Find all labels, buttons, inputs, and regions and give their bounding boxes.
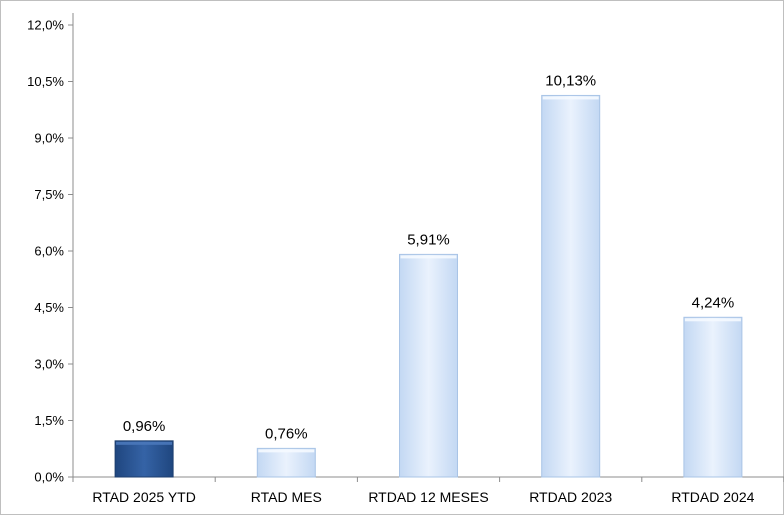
y-tick-label: 4,5% xyxy=(34,300,64,315)
bars xyxy=(114,94,743,478)
x-tick-label: RTDAD 2024 xyxy=(671,489,754,505)
bar-highlight-edge xyxy=(542,96,599,100)
y-tick-label: 7,5% xyxy=(34,187,64,202)
x-tick-label: RTDAD 2023 xyxy=(529,489,612,505)
y-tick-label: 3,0% xyxy=(34,357,64,372)
y-axis-ticks: 0,0% 1,5% 3,0% 4,5% 6,0% 7,5% 9,0% 10,5% 12,0% xyxy=(27,18,73,485)
bar-highlight-edge xyxy=(684,318,741,322)
bar-rtad-2025-ytd xyxy=(114,440,174,478)
data-label: 10,13% xyxy=(545,72,596,89)
bar-highlight-edge xyxy=(116,441,173,445)
y-tick-label: 1,5% xyxy=(34,413,64,428)
bar-rtdad-12-meses xyxy=(399,253,458,478)
bar-rtdad-2023 xyxy=(541,94,601,478)
x-tick-label: RTAD 2025 YTD xyxy=(92,489,196,505)
bar-rtdad-2024 xyxy=(683,316,743,478)
bar-highlight-edge xyxy=(400,255,457,259)
data-label: 0,96% xyxy=(123,418,166,435)
bar-highlight-edge xyxy=(258,449,315,453)
y-tick-label: 12,0% xyxy=(27,18,64,33)
bar-rtad-mes xyxy=(256,447,316,478)
data-label: 5,91% xyxy=(407,231,450,248)
x-tick-label: RTDAD 12 MESES xyxy=(368,489,488,505)
data-label: 0,76% xyxy=(265,425,308,442)
x-tick-label: RTAD MES xyxy=(251,489,322,505)
y-tick-label: 9,0% xyxy=(34,131,64,146)
y-tick-label: 10,5% xyxy=(27,74,64,89)
data-label: 4,24% xyxy=(692,294,735,311)
y-tick-label: 6,0% xyxy=(34,244,64,259)
data-labels: 0,96% 0,76% 5,91% 10,13% 4,24% xyxy=(123,72,734,442)
y-tick-label: 0,0% xyxy=(34,470,64,485)
x-axis-ticks: RTAD 2025 YTD RTAD MES RTDAD 12 MESES RTDAD… xyxy=(72,477,784,505)
